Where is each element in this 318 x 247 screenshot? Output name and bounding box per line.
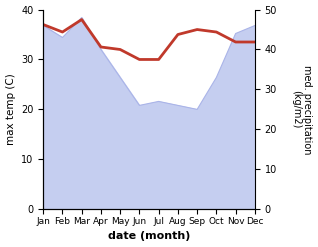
Y-axis label: max temp (C): max temp (C) [5, 74, 16, 145]
Y-axis label: med. precipitation
(kg/m2): med. precipitation (kg/m2) [291, 65, 313, 154]
X-axis label: date (month): date (month) [108, 231, 190, 242]
